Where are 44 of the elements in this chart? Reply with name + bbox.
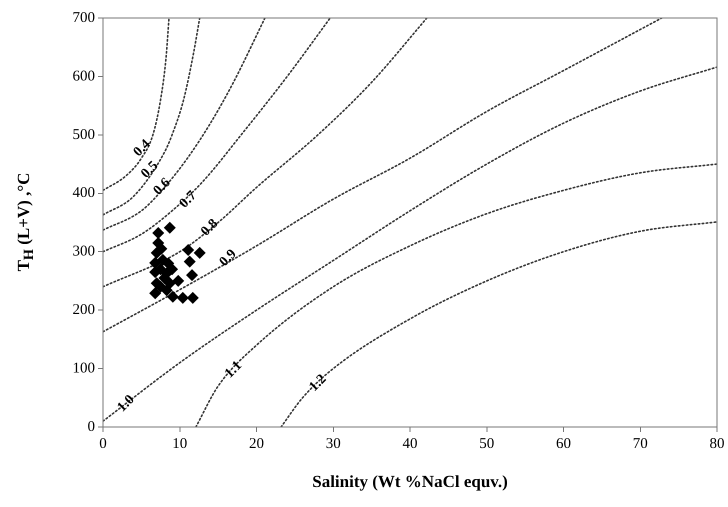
point xyxy=(186,292,199,304)
y-tick-label: 500 xyxy=(72,126,95,143)
line-series xyxy=(103,66,717,422)
point xyxy=(172,274,184,287)
point xyxy=(182,244,194,256)
annotation: 0.9 xyxy=(216,246,240,270)
annotation: 0.4 xyxy=(130,136,154,160)
annotation: 1.0 xyxy=(114,392,138,416)
x-axis-title: Salinity (Wt %NaCl equv.) xyxy=(312,472,508,492)
y-tick-label: 600 xyxy=(72,68,95,84)
line-series xyxy=(195,163,717,427)
line-series xyxy=(103,18,428,288)
x-tick-label: 20 xyxy=(249,436,264,452)
y-tick-label: 0 xyxy=(88,418,95,435)
point xyxy=(164,222,176,234)
y-tick-label: 700 xyxy=(72,10,95,26)
x-tick-label: 70 xyxy=(632,436,648,452)
annotation: 1.2 xyxy=(306,372,330,395)
x-tick-label: 30 xyxy=(326,436,341,452)
point xyxy=(194,246,206,259)
point xyxy=(166,290,179,303)
x-tick-label: 50 xyxy=(479,436,494,452)
line-series xyxy=(103,18,201,216)
line-series xyxy=(280,221,717,427)
y-tick-label: 100 xyxy=(72,360,95,377)
point xyxy=(152,227,164,240)
point xyxy=(186,269,198,282)
point xyxy=(154,280,167,293)
x-tick-label: 60 xyxy=(556,436,571,452)
y-tick-label: 400 xyxy=(72,185,95,202)
annotation: 1.1 xyxy=(222,358,246,382)
point xyxy=(176,292,189,304)
x-tick-label: 40 xyxy=(402,436,418,452)
y-tick-label: 200 xyxy=(72,302,95,318)
x-tick-label: 80 xyxy=(710,436,724,452)
annotation: 0.7 xyxy=(176,188,200,212)
point xyxy=(149,287,162,300)
line-series xyxy=(103,18,663,333)
x-tick-label: 0 xyxy=(99,436,107,452)
point xyxy=(184,256,196,268)
annotation: 0.8 xyxy=(198,216,222,240)
x-tick-label: 10 xyxy=(172,436,188,452)
y-tick-label: 300 xyxy=(72,244,95,260)
point xyxy=(162,257,174,270)
